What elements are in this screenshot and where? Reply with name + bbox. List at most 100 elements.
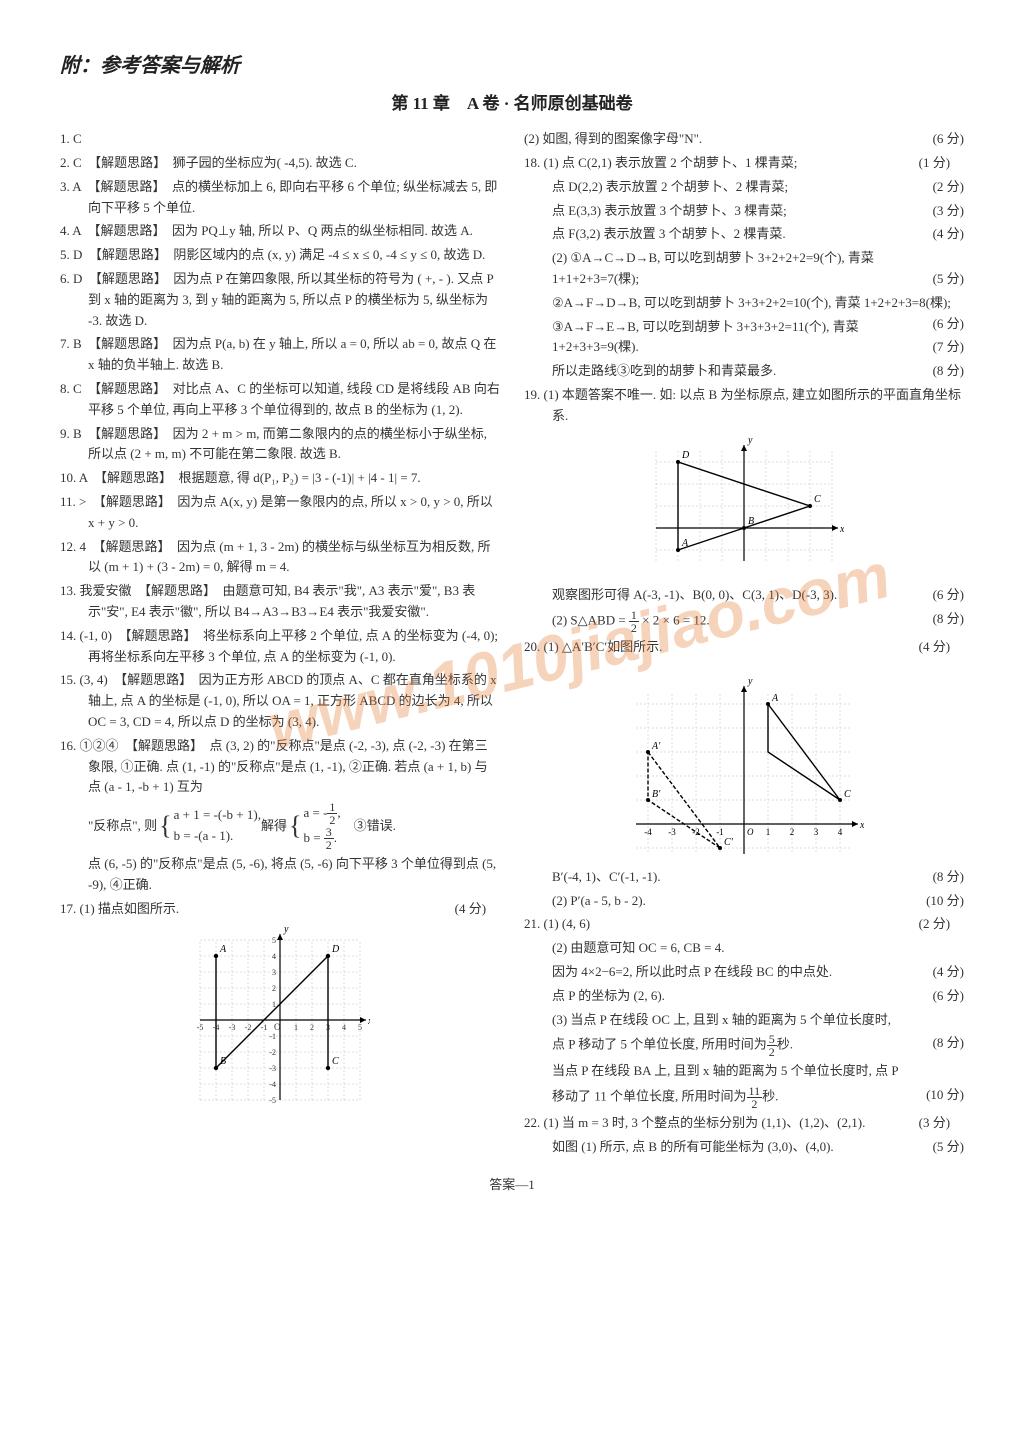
- answer-11: 11. > 【解题思路】 因为点 A(x, y) 是第一象限内的点, 所以 x …: [60, 492, 500, 534]
- score-badge: (6 分): [933, 986, 964, 1007]
- eq-line: a = -12,: [303, 805, 340, 820]
- svg-text:2: 2: [310, 1023, 314, 1032]
- answer-20a: 20. (1) △A′B′C′如图所示.(4 分): [524, 637, 964, 658]
- svg-text:-2: -2: [269, 1048, 276, 1057]
- svg-text:-3: -3: [229, 1023, 236, 1032]
- score-badge: (7 分): [933, 337, 964, 358]
- answer-22a: 22. (1) 当 m = 3 时, 3 个整点的坐标分别为 (1,1)、(1,…: [524, 1113, 964, 1134]
- answer-17b: (2) 如图, 得到的图案像字母"N".(6 分): [524, 129, 964, 150]
- answer-18d: 点 F(3,2) 表示放置 3 个胡萝卜、2 棵青菜.(4 分): [524, 224, 964, 245]
- svg-text:-5: -5: [197, 1023, 204, 1032]
- svg-text:-2: -2: [692, 827, 700, 837]
- svg-text:A': A': [651, 741, 661, 752]
- answer-10: 10. A 【解题思路】 根据题意, 得 d(P₁, P₂) = |3 - (-…: [60, 468, 500, 489]
- answer-16c: 点 (6, -5) 的"反称点"是点 (5, -6), 将点 (5, -6) 向…: [60, 854, 500, 896]
- svg-text:y: y: [747, 676, 753, 687]
- answer-18h: 所以走路线③吃到的胡萝卜和青菜最多.(8 分): [524, 361, 964, 382]
- svg-text:-4: -4: [644, 827, 652, 837]
- svg-text:5: 5: [358, 1023, 362, 1032]
- score-badge: (4 分): [933, 224, 964, 245]
- svg-text:D: D: [331, 944, 340, 955]
- score-badge: (4 分): [933, 962, 964, 983]
- score-badge: (8 分): [933, 609, 964, 630]
- svg-text:C: C: [844, 789, 851, 800]
- answer-3: 3. A 【解题思路】 点的横坐标加上 6, 即向右平移 6 个单位; 纵坐标减…: [60, 177, 500, 219]
- answer-6: 6. D 【解题思路】 因为点 P 在第四象限, 所以其坐标的符号为 ( +, …: [60, 269, 500, 331]
- score-badge: (3 分): [933, 201, 964, 222]
- chapter-title: 第 11 章 A 卷 · 名师原创基础卷: [60, 90, 964, 117]
- svg-text:D: D: [681, 450, 690, 461]
- answer-16b-equations: "反称点", 则 { a + 1 = -(-b + 1), b = -(a - …: [60, 801, 500, 851]
- svg-text:-3: -3: [668, 827, 676, 837]
- text: ③错误.: [341, 816, 396, 837]
- answer-13: 13. 我爱安徽 【解题思路】 由题意可知, B4 表示"我", A3 表示"爱…: [60, 581, 500, 623]
- figure-19: ABCDxy: [524, 433, 964, 580]
- answer-18c: 点 E(3,3) 表示放置 3 个胡萝卜、3 棵青菜;(3 分): [524, 201, 964, 222]
- svg-text:x: x: [839, 524, 844, 535]
- score-badge: (10 分): [926, 891, 964, 912]
- answer-18e: (2) ①A→C→D→B, 可以吃到胡萝卜 3+2+2+2=9(个), 青菜 1…: [524, 248, 964, 290]
- svg-text:-1: -1: [269, 1032, 276, 1041]
- page-number: 答案—1: [60, 1175, 964, 1196]
- score-badge: (8 分): [933, 361, 964, 382]
- svg-text:B: B: [748, 516, 754, 527]
- right-column: (2) 如图, 得到的图案像字母"N".(6 分) 18. (1) 点 C(2,…: [524, 129, 964, 1161]
- svg-text:3: 3: [272, 968, 276, 977]
- svg-text:C': C': [724, 837, 734, 848]
- svg-text:3: 3: [814, 827, 819, 837]
- svg-text:4: 4: [342, 1023, 346, 1032]
- answer-21d: 点 P 的坐标为 (2, 6).(6 分): [524, 986, 964, 1007]
- answer-19b: 观察图形可得 A(-3, -1)、B(0, 0)、C(3, 1)、D(-3, 3…: [524, 585, 964, 606]
- eq-line: a + 1 = -(-b + 1),: [174, 807, 261, 822]
- left-brace-icon: {: [157, 814, 173, 837]
- eq-line: b = 32.: [303, 830, 337, 845]
- svg-text:1: 1: [294, 1023, 298, 1032]
- score-badge: (2 分): [933, 177, 964, 198]
- svg-text:-5: -5: [269, 1096, 276, 1105]
- svg-text:5: 5: [272, 936, 276, 945]
- answer-18f: ②A→F→D→B, 可以吃到胡萝卜 3+3+2+2=10(个), 青菜 1+2+…: [524, 293, 964, 314]
- svg-text:x: x: [367, 1016, 370, 1027]
- svg-text:1: 1: [766, 827, 771, 837]
- answer-1: 1. C: [60, 129, 500, 150]
- svg-text:-2: -2: [245, 1023, 252, 1032]
- score-badge: (6 分): [933, 585, 964, 606]
- answer-21a: 21. (1) (4, 6)(2 分): [524, 914, 964, 935]
- score-badge: (3 分): [947, 1113, 964, 1134]
- answer-22b: 如图 (1) 所示, 点 B 的所有可能坐标为 (3,0)、(4,0).(5 分…: [524, 1137, 964, 1158]
- svg-text:4: 4: [272, 952, 276, 961]
- left-column: 1. C 2. C 【解题思路】 狮子园的坐标应为( -4,5). 故选 C. …: [60, 129, 500, 1161]
- text: 解得: [261, 816, 287, 837]
- svg-text:A: A: [219, 944, 227, 955]
- score-badge: (6 分): [947, 129, 964, 150]
- answer-21h: 移动了 11 个单位长度, 所用时间为112秒. (10 分): [524, 1085, 964, 1110]
- figure-20: -4-3-2-11234OACA'B'C'xy: [524, 664, 964, 861]
- answer-21e: (3) 当点 P 在线段 OC 上, 且到 x 轴的距离为 5 个单位长度时,: [524, 1010, 964, 1031]
- answer-19c: (2) S△ABD = 12 × 2 × 6 = 12. (8 分): [524, 609, 964, 634]
- eq-line: b = -(a - 1).: [174, 828, 234, 843]
- svg-text:2: 2: [272, 984, 276, 993]
- answer-21f: 点 P 移动了 5 个单位长度, 所用时间为52秒. (8 分): [524, 1033, 964, 1058]
- svg-text:B': B': [652, 789, 661, 800]
- text: "反称点", 则: [88, 816, 157, 837]
- score-badge: (1 分): [947, 153, 964, 174]
- svg-text:-1: -1: [261, 1023, 268, 1032]
- answer-14: 14. (-1, 0) 【解题思路】 将坐标系向上平移 2 个单位, 点 A 的…: [60, 626, 500, 668]
- svg-text:x: x: [859, 820, 864, 831]
- answer-18a: 18. (1) 点 C(2,1) 表示放置 2 个胡萝卜、1 棵青菜;(1 分): [524, 153, 964, 174]
- svg-text:C: C: [332, 1056, 339, 1067]
- svg-text:y: y: [747, 435, 753, 446]
- answer-12: 12. 4 【解题思路】 因为点 (m + 1, 3 - 2m) 的横坐标与纵坐…: [60, 537, 500, 579]
- answer-20c: (2) P′(a - 5, b - 2).(10 分): [524, 891, 964, 912]
- answer-21g: 当点 P 在线段 BA 上, 且到 x 轴的距离为 5 个单位长度时, 点 P: [524, 1061, 964, 1082]
- left-brace-icon: {: [287, 814, 303, 837]
- svg-text:O: O: [274, 1022, 281, 1032]
- answer-2: 2. C 【解题思路】 狮子园的坐标应为( -4,5). 故选 C.: [60, 153, 500, 174]
- answer-21b: (2) 由题意可知 OC = 6, CB = 4.: [524, 938, 964, 959]
- svg-text:A: A: [771, 693, 779, 704]
- svg-text:-4: -4: [269, 1080, 276, 1089]
- answer-4: 4. A 【解题思路】 因为 PQ⊥y 轴, 所以 P、Q 两点的纵坐标相同. …: [60, 221, 500, 242]
- score-badge: (10 分): [926, 1085, 964, 1106]
- answer-21c: 因为 4×2−6=2, 所以此时点 P 在线段 BC 的中点处.(4 分): [524, 962, 964, 983]
- two-column-layout: 1. C 2. C 【解题思路】 狮子园的坐标应为( -4,5). 故选 C. …: [60, 129, 964, 1161]
